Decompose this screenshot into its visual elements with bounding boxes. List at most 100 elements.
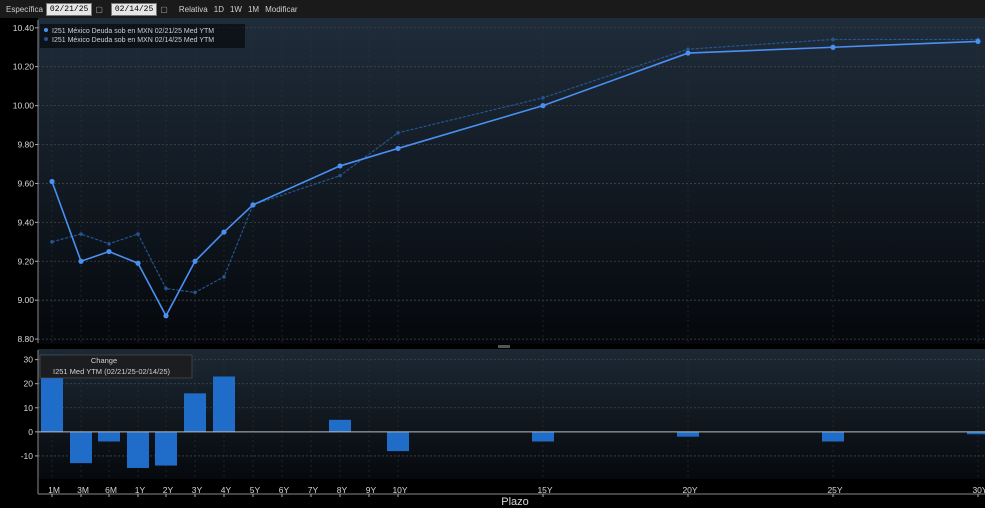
series-point-prior [541, 96, 545, 100]
yield-legend: I251 México Deuda sob en MXN 02/21/25 Me… [40, 24, 245, 48]
change-title: Change [91, 356, 117, 365]
panel-divider-handle[interactable] [498, 345, 510, 348]
x-tick-label: 5Y [250, 485, 261, 495]
series-point-current [250, 202, 256, 208]
x-tick-label: 6Y [279, 485, 290, 495]
series-point-prior [107, 241, 111, 246]
change-bar [70, 431, 92, 464]
change-legend-label: I251 Med YTM (02/21/25-02/14/25) [53, 367, 171, 376]
x-tick-label: 30Y [972, 485, 985, 495]
change-bar [967, 431, 985, 435]
date-input-current[interactable]: 02/21/25 [45, 2, 93, 16]
y-tick-label: 20 [24, 379, 34, 389]
series-point-prior [79, 232, 83, 236]
series-point-prior [686, 47, 690, 51]
series-point-current [685, 50, 691, 56]
y-tick-label: 9.20 [17, 256, 34, 266]
relativa-button[interactable]: Relativa [178, 4, 208, 14]
legend-label: I251 México Deuda sob en MXN 02/21/25 Me… [52, 28, 214, 35]
x-tick-label: 1Y [135, 485, 146, 495]
y-tick-label: 9.00 [17, 295, 34, 305]
change-legend-box [39, 354, 193, 379]
y-tick-label: 0 [28, 427, 33, 437]
x-tick-label: 3Y [192, 485, 203, 495]
change-bar [98, 431, 120, 442]
series-point-current [106, 248, 112, 255]
change-bar [532, 431, 554, 442]
x-tick-label: 2Y [163, 485, 174, 495]
change-legend: Change I251 Med YTM (02/21/25-02/14/25) [39, 354, 193, 379]
yield-y-axis: 8.80 9.00 9.20 9.40 9.60 9.80 10.00 10.20 10.40 [13, 20, 39, 344]
change-bar [822, 431, 844, 442]
x-tick-label: 8Y [337, 485, 348, 495]
y-tick-label: 9.40 [17, 217, 34, 227]
date-input-prior[interactable]: 02/14/25 [110, 2, 158, 16]
series-point-prior [136, 232, 140, 236]
modificar-button[interactable]: Modificar [265, 4, 298, 14]
y-tick-label: 10.40 [13, 23, 35, 33]
calendar-icon[interactable]: ▢ [160, 4, 168, 14]
series-point-prior [831, 37, 835, 42]
series-point-current [163, 313, 169, 319]
toolbar: Específica 02/21/25 ▢ 02/14/25 ▢ Relativ… [0, 0, 985, 18]
series-point-current [135, 260, 141, 266]
legend-swatch [44, 37, 48, 41]
series-point-current [49, 178, 55, 185]
y-tick-label: -10 [21, 451, 34, 461]
yield-series [49, 37, 981, 319]
x-tick-label: 4Y [221, 485, 232, 495]
legend-label: I251 México Deuda sob en MXN 02/14/25 Me… [52, 37, 214, 44]
period-1w-button[interactable]: 1W [229, 4, 242, 14]
x-tick-label: 15Y [537, 485, 552, 495]
x-tick-label: 25Y [827, 485, 842, 495]
series-point-current [395, 145, 401, 152]
x-tick-label: 10Y [392, 485, 407, 495]
y-tick-label: 8.80 [17, 334, 34, 344]
change-bar [213, 376, 235, 432]
x-tick-label: 20Y [682, 485, 697, 495]
change-bar [677, 431, 699, 437]
series-point-current [221, 229, 227, 235]
period-1m-button[interactable]: 1M [247, 4, 260, 14]
change-y-axis: -10 0 10 20 30 [21, 350, 39, 494]
calendar-icon[interactable]: ▢ [95, 4, 103, 14]
x-axis-title: Plazo [501, 496, 529, 508]
series-point-current [975, 38, 981, 45]
series-line-current [51, 40, 979, 318]
series-point-current [337, 163, 343, 169]
x-tick-label: 1M [48, 485, 60, 495]
legend-box [40, 24, 245, 48]
change-bar [329, 419, 351, 432]
series-point-current [830, 44, 836, 50]
series-point-prior [396, 131, 400, 135]
mode-label[interactable]: Específica [6, 4, 43, 14]
series-point-prior [338, 173, 342, 178]
y-tick-label: 9.60 [17, 178, 34, 188]
series-point-prior [50, 240, 54, 244]
series-point-current [192, 258, 198, 264]
series-point-prior [222, 275, 226, 279]
x-axis: 1M 3M 6M 1Y 2Y 3Y 4Y 5Y 6Y 7Y 8Y 9Y 10Y 15Y 20Y 25Y 30Y P… [38, 485, 985, 508]
main-plot-area [38, 18, 985, 344]
x-tick-label: 9Y [366, 485, 377, 495]
y-tick-label: 10.00 [13, 101, 35, 111]
y-tick-label: 10.20 [13, 62, 35, 72]
y-tick-label: 9.80 [17, 140, 34, 150]
y-tick-label: 10 [24, 403, 34, 413]
series-point-prior [193, 290, 197, 295]
x-tick-label: 3M [77, 485, 89, 495]
yield-curve-chart: 8.809.009.209.409.609.8010.0010.2010.40 … [13, 18, 985, 508]
x-tick-label: 6M [105, 485, 117, 495]
change-bar [184, 393, 206, 432]
change-bar [127, 431, 149, 468]
x-tick-label: 7Y [308, 485, 319, 495]
legend-swatch [44, 28, 48, 32]
y-tick-label: 30 [24, 355, 34, 365]
series-point-current [78, 258, 84, 264]
series-point-current [540, 103, 546, 109]
series-point-prior [164, 286, 168, 291]
period-1d-button[interactable]: 1D [213, 4, 224, 14]
change-bar [387, 431, 409, 452]
change-bar [155, 431, 177, 466]
series-line-prior [51, 38, 978, 294]
